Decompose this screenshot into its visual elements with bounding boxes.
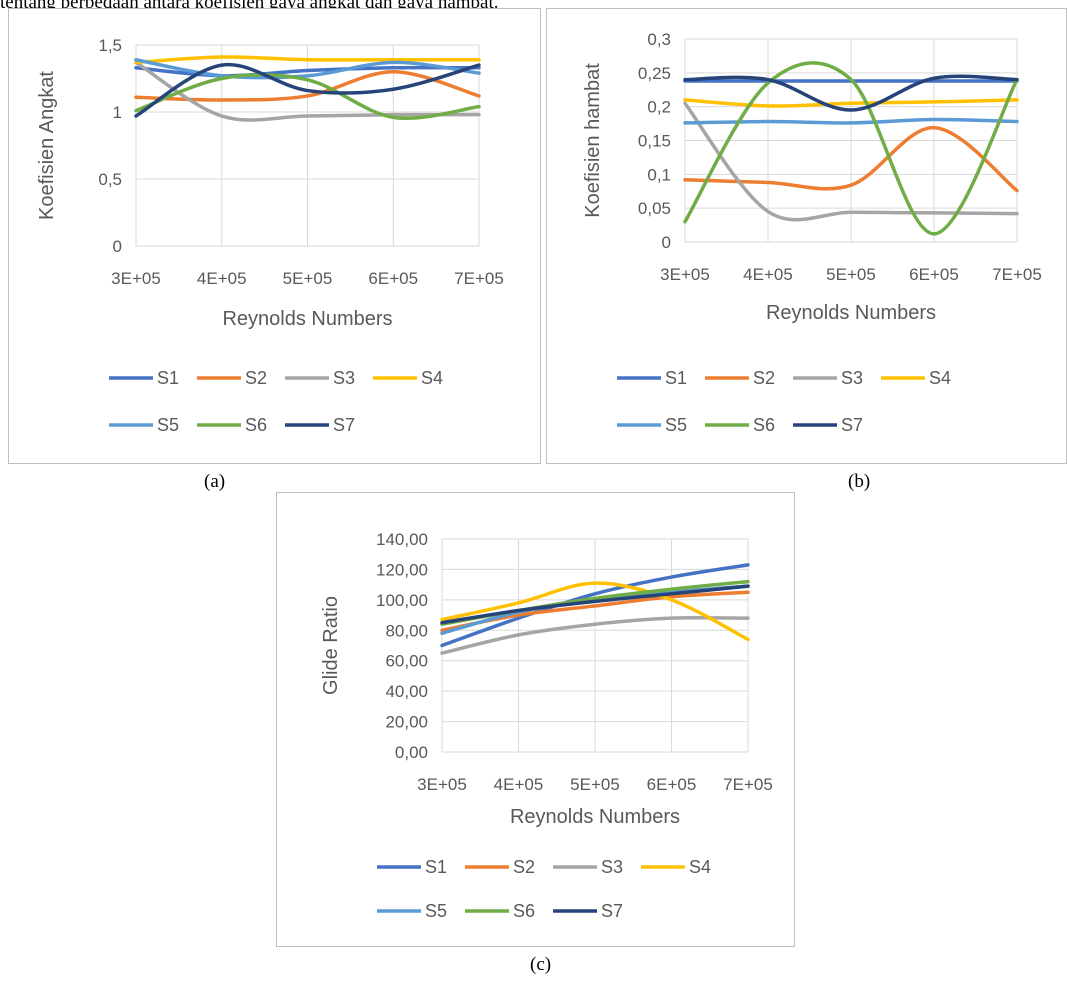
x-tick-label: 7E+05 [723, 775, 773, 794]
series-line-s3 [440, 615, 750, 655]
x-tick-label: 3E+05 [417, 775, 467, 794]
series-line-s3 [134, 60, 481, 122]
legend-label-s3: S3 [841, 368, 863, 388]
legend-label-s3: S3 [333, 368, 355, 388]
legend-label-s7: S7 [601, 901, 623, 921]
caption-a: (a) [204, 471, 226, 492]
legend-label-s2: S2 [513, 857, 535, 877]
legend-label-s6: S6 [513, 901, 535, 921]
y-tick-label: 0 [662, 233, 671, 252]
y-tick-label: 140,00 [376, 530, 428, 549]
y-tick-label: 20,00 [385, 713, 428, 732]
legend-label-s6: S6 [245, 415, 267, 435]
x-tick-label: 3E+05 [111, 269, 161, 288]
y-tick-label: 1 [113, 103, 122, 122]
legend-label-s5: S5 [157, 415, 179, 435]
y-tick-label: 120,00 [376, 560, 428, 579]
y-tick-label: 0,2 [647, 98, 671, 117]
x-tick-label: 7E+05 [454, 269, 504, 288]
x-axis-title: Reynolds Numbers [222, 308, 392, 330]
series-line-s7 [134, 62, 481, 118]
y-tick-label: 0,05 [638, 199, 671, 218]
legend-label-s6: S6 [753, 415, 775, 435]
x-tick-label: 7E+05 [992, 265, 1042, 284]
series-line-s7 [440, 584, 750, 625]
caption-c: (c) [530, 954, 552, 975]
series-line-s1 [134, 65, 481, 78]
legend-label-s5: S5 [425, 901, 447, 921]
legend-label-s3: S3 [601, 857, 623, 877]
y-tick-label: 100,00 [376, 591, 428, 610]
y-tick-label: 0,1 [647, 165, 671, 184]
series-line-s2 [134, 70, 481, 102]
series-line-s4 [683, 98, 1019, 108]
drag-coefficient-chart: 0 0,05 0,1 0,15 0,2 0,25 0,3 3E+05 4E+05 5E+05 6E+… [582, 30, 1042, 435]
legend-label-s4: S4 [421, 368, 443, 388]
x-tick-label: 4E+05 [743, 265, 793, 284]
chart-panel-a: 0 0,5 1 1,5 3E+05 4E+05 5E+05 6E+05 7E+05 Reynold… [8, 8, 541, 464]
y-tick-label: 0,3 [647, 30, 671, 49]
y-tick-label: 0,15 [638, 132, 671, 151]
lift-coefficient-chart: 0 0,5 1 1,5 3E+05 4E+05 5E+05 6E+05 7E+05 Reynold… [36, 36, 504, 435]
series-line-s2 [683, 125, 1019, 193]
x-axis-title: Reynolds Numbers [766, 302, 936, 324]
series-line-s1 [440, 563, 750, 648]
x-tick-label: 6E+05 [909, 265, 959, 284]
series-line-s4 [440, 581, 750, 642]
glide-ratio-chart: 0,00 20,00 40,00 60,00 80,00 100,00 120,00 140,… [320, 530, 773, 921]
legend-label-s2: S2 [245, 368, 267, 388]
y-tick-label: 0,00 [395, 743, 428, 762]
legend-label-s1: S1 [425, 857, 447, 877]
y-tick-label: 1,5 [98, 36, 122, 55]
x-tick-label: 6E+05 [368, 269, 418, 288]
y-tick-label: 0,5 [98, 170, 122, 189]
series-line-s5 [134, 57, 481, 80]
x-tick-label: 5E+05 [826, 265, 876, 284]
legend-label-s1: S1 [665, 368, 687, 388]
x-tick-label: 6E+05 [647, 775, 697, 794]
x-tick-label: 3E+05 [660, 265, 710, 284]
y-tick-label: 60,00 [385, 652, 428, 671]
chart-panel-c: 0,00 20,00 40,00 60,00 80,00 100,00 120,00 140,… [276, 492, 795, 947]
series-line-s6 [134, 73, 481, 120]
y-tick-label: 80,00 [385, 621, 428, 640]
legend-label-s5: S5 [665, 415, 687, 435]
legend-label-s1: S1 [157, 368, 179, 388]
y-axis-title: Koefisien hambat [582, 63, 604, 218]
series-line-s4 [134, 55, 481, 65]
x-tick-label: 4E+05 [494, 775, 544, 794]
x-tick-label: 5E+05 [570, 775, 620, 794]
x-axis-title: Reynolds Numbers [510, 806, 680, 828]
series-line-s7 [683, 74, 1019, 112]
y-tick-label: 0 [113, 237, 122, 256]
legend-label-s2: S2 [753, 368, 775, 388]
series-line-s6 [683, 61, 1019, 236]
x-tick-label: 5E+05 [283, 269, 333, 288]
caption-b: (b) [848, 471, 871, 492]
chart-panel-b: 0 0,05 0,1 0,15 0,2 0,25 0,3 3E+05 4E+05 5E+05 6E+… [546, 8, 1067, 464]
legend-label-s7: S7 [841, 415, 863, 435]
x-tick-label: 4E+05 [197, 269, 247, 288]
legend-label-s7: S7 [333, 415, 355, 435]
y-tick-label: 40,00 [385, 682, 428, 701]
y-axis-title: Glide Ratio [320, 596, 342, 695]
y-axis-title: Koefisien Angkat [36, 71, 58, 220]
legend-label-s4: S4 [929, 368, 951, 388]
legend-label-s4: S4 [689, 857, 711, 877]
y-tick-label: 0,25 [638, 64, 671, 83]
